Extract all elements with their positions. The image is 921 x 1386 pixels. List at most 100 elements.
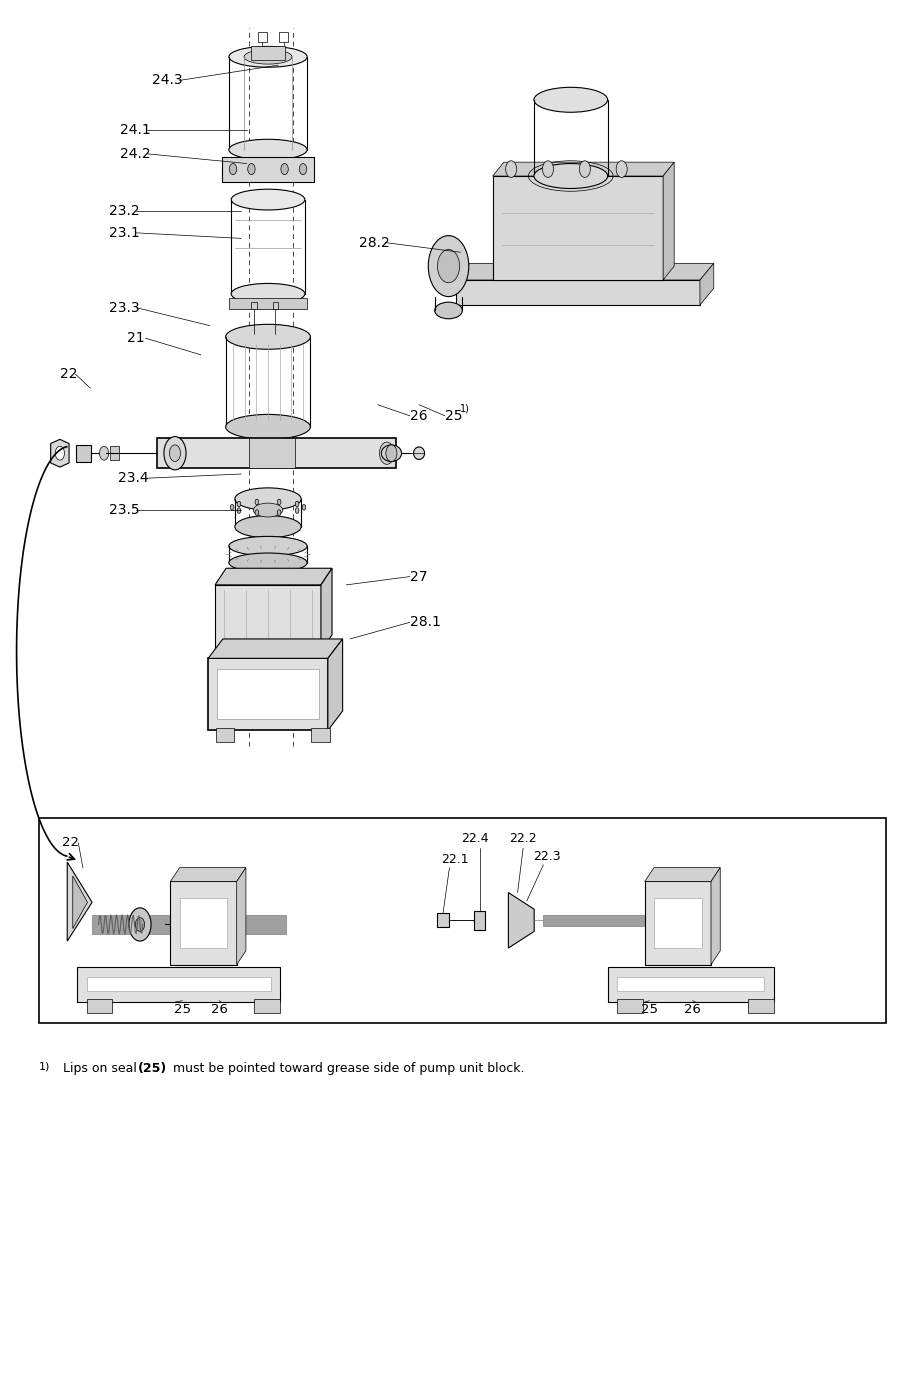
Polygon shape [700, 263, 714, 305]
Text: 23.5: 23.5 [109, 503, 139, 517]
Bar [76, 445, 91, 462]
Polygon shape [215, 568, 332, 585]
Circle shape [437, 249, 460, 283]
Circle shape [55, 446, 64, 460]
Circle shape [506, 161, 517, 177]
Circle shape [230, 505, 234, 510]
Bar [543, 915, 645, 926]
Text: Lips on seal: Lips on seal [63, 1062, 141, 1074]
Ellipse shape [381, 445, 402, 462]
Circle shape [255, 510, 259, 516]
Bar [311, 728, 330, 742]
Bar [456, 280, 700, 305]
Circle shape [277, 510, 281, 516]
Text: 24.1: 24.1 [120, 123, 150, 137]
Bar [157, 438, 396, 468]
Ellipse shape [235, 516, 301, 538]
Bar [217, 669, 319, 719]
Polygon shape [51, 439, 69, 467]
Bar [110, 446, 119, 460]
Circle shape [237, 507, 240, 513]
Bar [249, 438, 295, 468]
Bar [437, 913, 449, 927]
Bar [251, 302, 257, 309]
Polygon shape [328, 639, 343, 730]
Text: 28.1: 28.1 [410, 615, 441, 629]
Ellipse shape [231, 190, 305, 211]
Polygon shape [663, 162, 674, 280]
Ellipse shape [534, 164, 608, 188]
Polygon shape [493, 162, 674, 176]
Ellipse shape [231, 283, 305, 304]
Bar [216, 728, 234, 742]
Bar [493, 176, 663, 280]
Bar [170, 881, 237, 965]
Bar [180, 898, 227, 948]
Bar [251, 46, 285, 60]
Polygon shape [170, 868, 246, 881]
Text: 23.2: 23.2 [109, 204, 139, 218]
Bar [87, 977, 271, 991]
Polygon shape [237, 868, 246, 965]
Circle shape [248, 164, 255, 175]
Text: 25: 25 [174, 1002, 191, 1016]
Text: 26: 26 [410, 409, 427, 423]
Bar [254, 999, 280, 1013]
Bar [645, 881, 711, 965]
Text: (25): (25) [138, 1062, 168, 1074]
Circle shape [169, 445, 181, 462]
Text: 1): 1) [39, 1062, 50, 1071]
Bar [279, 32, 288, 42]
Circle shape [616, 161, 627, 177]
Ellipse shape [228, 139, 307, 159]
Bar [222, 157, 314, 182]
Bar [215, 585, 321, 651]
Ellipse shape [228, 46, 307, 67]
Text: must be pointed toward grease side of pump unit block.: must be pointed toward grease side of pu… [169, 1062, 524, 1074]
Circle shape [255, 499, 259, 505]
Ellipse shape [226, 414, 310, 439]
Bar [748, 999, 774, 1013]
Text: 28.2: 28.2 [359, 236, 390, 249]
Text: 22: 22 [60, 367, 77, 381]
Text: 27: 27 [410, 570, 427, 584]
Circle shape [99, 446, 109, 460]
Circle shape [542, 161, 554, 177]
Text: 23.1: 23.1 [109, 226, 139, 240]
Bar [617, 999, 643, 1013]
Circle shape [296, 507, 299, 513]
Bar [608, 967, 774, 1002]
Polygon shape [711, 868, 720, 965]
Text: 24.3: 24.3 [152, 73, 182, 87]
Ellipse shape [435, 302, 462, 319]
Circle shape [164, 437, 186, 470]
Ellipse shape [228, 553, 307, 572]
Ellipse shape [244, 50, 292, 64]
Circle shape [237, 502, 240, 507]
Bar [87, 999, 112, 1013]
Polygon shape [645, 868, 720, 881]
Circle shape [299, 164, 307, 175]
Bar [474, 911, 485, 930]
Text: 25: 25 [641, 1002, 658, 1016]
Text: 22: 22 [62, 836, 78, 850]
Circle shape [428, 236, 469, 297]
Ellipse shape [228, 536, 307, 556]
Polygon shape [208, 639, 343, 658]
Ellipse shape [534, 87, 608, 112]
Text: 1): 1) [460, 403, 470, 414]
Bar [229, 298, 307, 309]
Text: 22.1: 22.1 [441, 852, 469, 866]
Polygon shape [321, 568, 332, 651]
Circle shape [386, 445, 397, 462]
Bar [654, 898, 702, 948]
Bar [273, 302, 278, 309]
Text: 22.3: 22.3 [533, 850, 561, 863]
Bar [208, 658, 328, 730]
Text: 22.4: 22.4 [461, 832, 489, 845]
Text: 24.2: 24.2 [120, 147, 150, 161]
Polygon shape [67, 862, 92, 941]
Bar [92, 915, 286, 934]
Bar [258, 32, 267, 42]
Circle shape [277, 499, 281, 505]
